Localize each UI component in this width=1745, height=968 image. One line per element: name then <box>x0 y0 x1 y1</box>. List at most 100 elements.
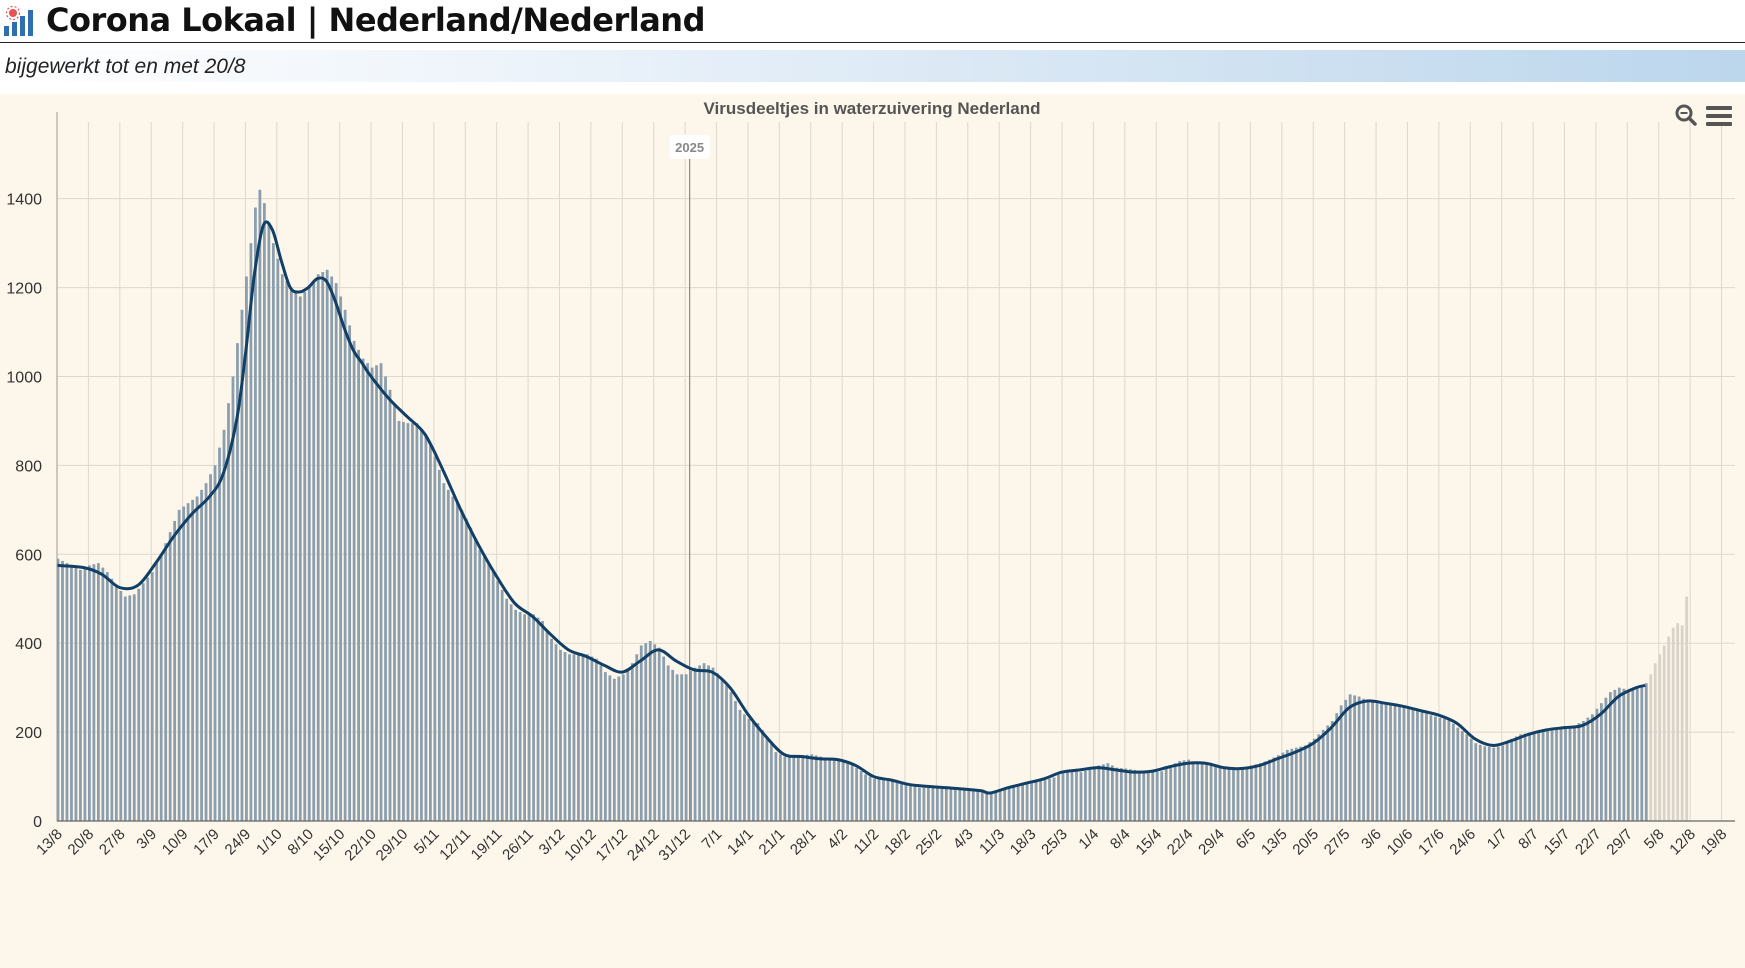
bar <box>343 309 347 821</box>
x-tick-label: 24/12 <box>624 826 663 865</box>
x-tick-label: 27/8 <box>96 826 129 859</box>
bar <box>361 358 365 821</box>
bar <box>1420 712 1424 821</box>
bar <box>285 280 289 821</box>
bar-projected <box>1680 625 1684 821</box>
bar-projected <box>1649 674 1653 821</box>
bar <box>1101 764 1105 821</box>
bar <box>940 786 944 821</box>
x-tick-label: 19/11 <box>468 826 506 864</box>
bar <box>1644 683 1648 821</box>
bar <box>648 640 652 821</box>
bar <box>1568 726 1572 821</box>
bar <box>1546 730 1549 821</box>
hamburger-menu-icon[interactable] <box>1706 106 1732 126</box>
bar <box>720 678 724 821</box>
x-tick-label: 12/11 <box>436 826 474 864</box>
bar <box>1447 719 1451 821</box>
bar <box>1088 769 1092 821</box>
x-tick-label: 15/7 <box>1541 826 1574 859</box>
bar <box>191 499 194 821</box>
bar <box>738 709 742 821</box>
bar <box>1487 746 1491 821</box>
bar <box>1155 771 1159 821</box>
bar <box>1115 767 1119 821</box>
bar <box>617 676 621 821</box>
bar <box>1218 766 1222 821</box>
bar <box>1622 688 1626 821</box>
bar-projected <box>1658 654 1662 821</box>
bar <box>289 287 293 821</box>
bar <box>294 292 298 821</box>
bar <box>1254 764 1258 821</box>
bar <box>1429 715 1433 821</box>
bar <box>132 594 136 821</box>
bar <box>873 778 876 821</box>
bar <box>1205 764 1208 821</box>
bar <box>437 469 441 821</box>
bar <box>1505 742 1509 821</box>
bar <box>1236 769 1240 821</box>
bar <box>666 665 670 821</box>
bar <box>1052 777 1056 821</box>
bar <box>1357 696 1361 821</box>
bar <box>895 781 899 821</box>
bar <box>222 429 226 821</box>
x-tick-label: 24/6 <box>1446 826 1479 859</box>
bar <box>904 783 908 821</box>
bar <box>334 283 338 821</box>
bar <box>1582 720 1585 821</box>
x-tick-label: 5/8 <box>1641 826 1668 853</box>
chart-container: Virusdeeltjes in waterzuivering Nederlan… <box>0 94 1745 968</box>
bar <box>1312 738 1316 821</box>
bar <box>1016 785 1020 821</box>
bar <box>123 596 127 821</box>
x-tick-label: 24/9 <box>222 826 255 859</box>
bar <box>1030 782 1033 821</box>
bar <box>1416 710 1419 821</box>
bar <box>1523 733 1527 821</box>
bar <box>752 720 755 821</box>
bar <box>608 675 612 821</box>
bar <box>595 658 598 821</box>
bar <box>482 556 486 821</box>
bar <box>200 489 203 821</box>
bar <box>796 755 800 821</box>
x-tick-label: 22/10 <box>341 826 380 865</box>
bar <box>348 325 352 821</box>
bar <box>626 668 630 821</box>
bar <box>455 503 459 821</box>
bar <box>603 672 607 821</box>
chart-toolbar <box>1675 104 1732 126</box>
bar <box>671 669 675 821</box>
bar <box>1299 746 1303 821</box>
bar <box>1182 760 1186 821</box>
bar <box>769 744 773 821</box>
x-tick-label: 25/2 <box>913 826 946 859</box>
bar <box>1178 760 1182 821</box>
bar <box>810 754 814 821</box>
bar <box>1012 785 1016 821</box>
magnifier-icon[interactable] <box>1675 104 1697 126</box>
bar <box>918 787 921 821</box>
x-tick-label: 10/6 <box>1384 826 1417 859</box>
bar <box>1303 745 1307 821</box>
x-tick-label: 29/10 <box>373 826 412 865</box>
bar <box>1586 717 1590 821</box>
bar-projected <box>1653 663 1657 821</box>
bar <box>1371 702 1374 821</box>
x-tick-label: 8/7 <box>1515 826 1542 853</box>
bar <box>1608 692 1612 821</box>
bar <box>935 787 939 821</box>
page-title: Corona Lokaal | Nederland/Nederland <box>46 1 705 39</box>
bar <box>953 787 957 821</box>
bar <box>65 563 69 821</box>
bar <box>855 767 859 821</box>
bar <box>1196 763 1199 821</box>
bar <box>980 792 984 821</box>
bar <box>1281 752 1285 821</box>
bar <box>559 649 562 821</box>
bar <box>805 754 809 821</box>
x-tick-label: 17/6 <box>1415 826 1448 859</box>
bar <box>204 483 208 821</box>
